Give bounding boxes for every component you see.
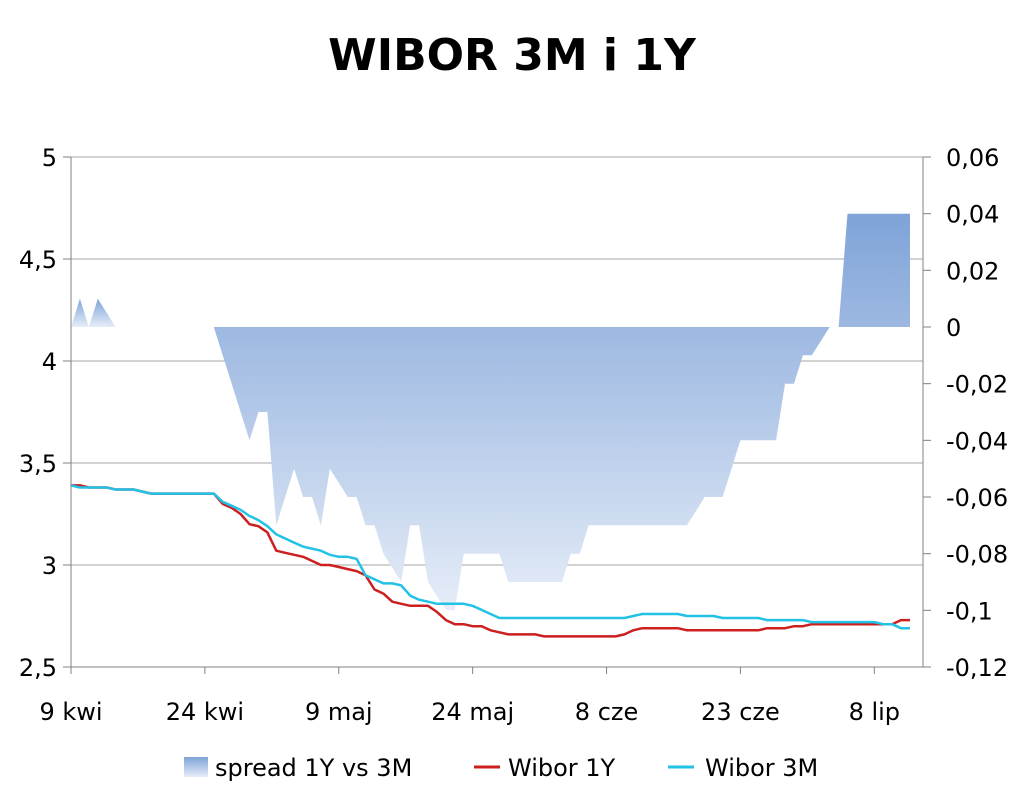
right-y-tick-label: -0,04 xyxy=(946,427,1008,455)
x-tick-label: 9 kwi xyxy=(39,698,102,726)
right-y-ticks: -0,12 -0,1 -0,08 -0,06 -0,04 -0,02 0 0,02 0,04 0,… xyxy=(946,144,1008,682)
left-y-tick-label: 3 xyxy=(42,552,57,580)
right-y-tick-label: -0,12 xyxy=(946,654,1008,682)
spread-area xyxy=(71,298,116,327)
legend-label: Wibor 1Y xyxy=(508,754,616,782)
legend-label: Wibor 3M xyxy=(705,754,818,782)
x-tick-label: 24 maj xyxy=(431,698,514,726)
right-y-tick-label: 0,06 xyxy=(946,144,999,172)
x-tick-label: 23 cze xyxy=(701,698,780,726)
spread-area-layer xyxy=(71,213,911,611)
x-ticks: 9 kwi 24 kwi 9 maj 24 maj 8 cze 23 cze 8 lip xyxy=(39,698,900,726)
legend: spread 1Y vs 3M Wibor 1Y Wibor 3M xyxy=(184,754,818,782)
spread-area xyxy=(213,213,911,611)
x-tick-label: 8 cze xyxy=(575,698,638,726)
x-tick-label: 9 maj xyxy=(305,698,373,726)
legend-swatch-area xyxy=(184,757,208,777)
legend-label: spread 1Y vs 3M xyxy=(215,754,412,782)
left-y-tick-label: 4,5 xyxy=(19,246,57,274)
line-wibor-3m xyxy=(70,484,910,630)
left-y-tick-label: 4 xyxy=(42,348,57,376)
left-y-tick-label: 3,5 xyxy=(19,450,57,478)
right-y-tick-label: -0,1 xyxy=(946,597,993,625)
line-series-layer xyxy=(70,484,910,638)
right-y-tick-label: -0,02 xyxy=(946,371,1008,399)
x-tick-label: 24 kwi xyxy=(166,698,244,726)
right-y-tick-label: -0,06 xyxy=(946,484,1008,512)
left-y-ticks: 2,5 3 3,5 4 4,5 5 xyxy=(19,144,57,682)
right-y-tick-label: 0,04 xyxy=(946,201,999,229)
right-y-tick-label: 0,02 xyxy=(946,257,999,285)
chart-title: WIBOR 3M i 1Y xyxy=(328,30,696,81)
x-tick-label: 8 lip xyxy=(849,698,900,726)
left-y-tick-label: 5 xyxy=(42,144,57,172)
axes xyxy=(63,156,931,674)
right-y-tick-label: 0 xyxy=(946,314,961,342)
right-y-tick-label: -0,08 xyxy=(946,541,1008,569)
left-y-tick-label: 2,5 xyxy=(19,654,57,682)
